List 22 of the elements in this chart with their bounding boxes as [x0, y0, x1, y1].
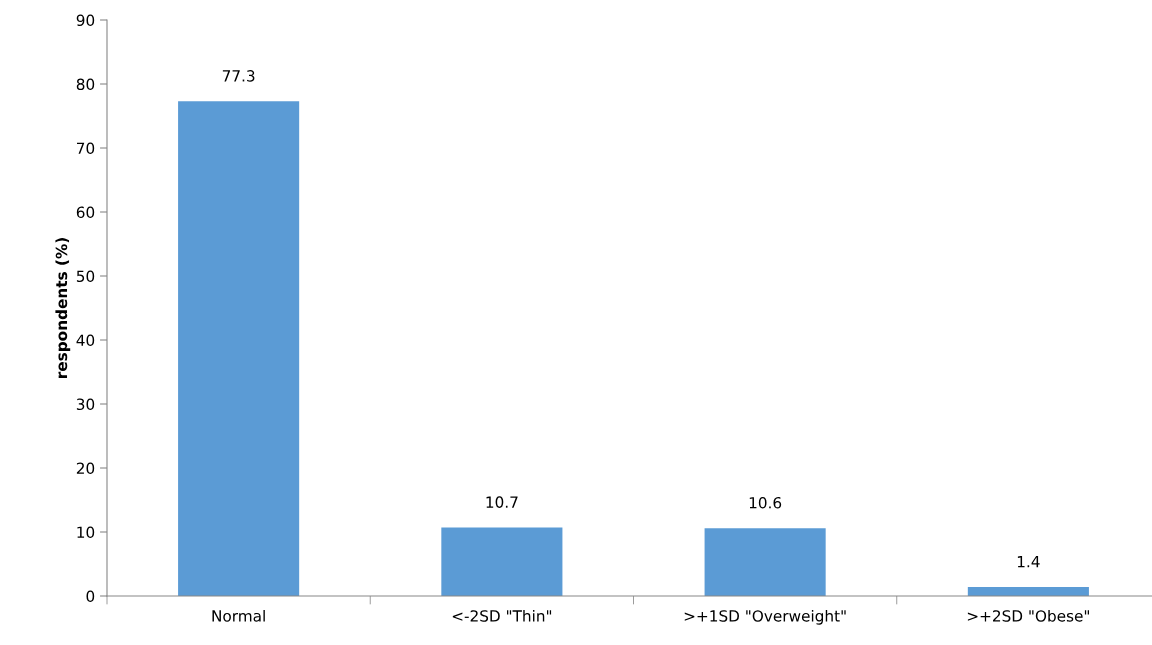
y-tick-label: 0: [86, 590, 95, 603]
y-tick-label: 20: [76, 462, 95, 475]
x-tick-label: <-2SD "Thin": [452, 609, 552, 622]
y-tick-label: 30: [76, 398, 95, 411]
y-tick-label: 70: [77, 142, 95, 155]
y-tick-label: 40: [76, 334, 95, 347]
y-tick-label: 90: [76, 14, 95, 27]
data-label: 77.3: [222, 70, 255, 82]
data-label: 10.7: [486, 496, 518, 508]
bar: [704, 528, 826, 596]
x-tick-label: >+1SD "Overweight": [684, 609, 846, 625]
y-tick-label: 50: [76, 270, 95, 283]
x-tick-label: >+2SD "Obese": [967, 609, 1089, 622]
bar: [178, 101, 300, 596]
y-tick-label: 10: [77, 526, 95, 539]
y-tick-label: 80: [76, 78, 95, 91]
y-tick-label: 60: [76, 206, 95, 219]
data-label: 10.6: [749, 496, 782, 509]
bar: [441, 527, 563, 596]
x-tick-label: Normal: [212, 609, 265, 622]
data-label: 1.4: [1017, 556, 1040, 568]
y-axis-title: respondents (%): [55, 238, 71, 378]
